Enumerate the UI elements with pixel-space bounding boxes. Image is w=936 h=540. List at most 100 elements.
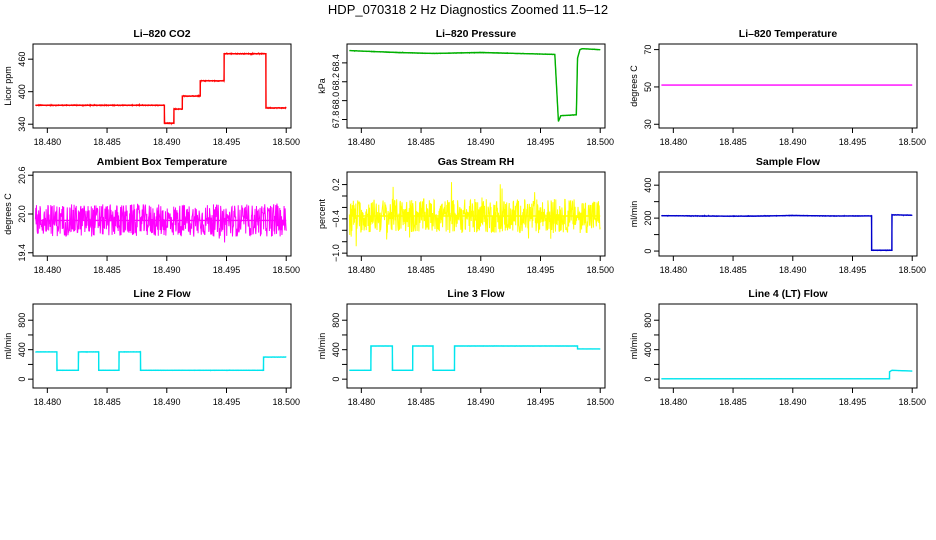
x-tick-label: 18.500 xyxy=(898,265,926,275)
x-tick-label: 18.480 xyxy=(348,397,376,407)
y-tick-label: 0 xyxy=(17,377,27,382)
panel-title: Gas Stream RH xyxy=(438,156,514,168)
y-tick-label: 68.2 xyxy=(331,73,341,91)
x-tick-label: 18.495 xyxy=(527,265,555,275)
y-tick-label: 400 xyxy=(17,84,27,99)
y-tick-label: 200 xyxy=(643,211,653,226)
x-tick-label: 18.485 xyxy=(719,265,747,275)
x-tick-label: 18.485 xyxy=(407,397,435,407)
x-tick-label: 18.490 xyxy=(467,397,495,407)
y-axis-label: ml/min xyxy=(629,333,639,360)
panel-9: Line 4 (LT) Flow 18.480 18.485 18.490 18.495… xyxy=(629,288,926,407)
panel-title: Ambient Box Temperature xyxy=(97,156,228,168)
y-tick-label: 20.6 xyxy=(17,166,27,184)
series-noise xyxy=(661,369,913,380)
panel-title: Li–820 Pressure xyxy=(436,28,517,40)
y-tick-label: 68.4 xyxy=(331,54,341,72)
x-tick-label: 18.495 xyxy=(527,397,555,407)
series-noise xyxy=(348,182,601,247)
y-tick-label: 400 xyxy=(17,342,27,357)
panel-title: Li–820 CO2 xyxy=(133,28,190,40)
y-tick-label: 400 xyxy=(643,178,653,193)
x-tick-label: 18.490 xyxy=(779,397,807,407)
series-noise xyxy=(349,47,601,123)
x-tick-label: 18.500 xyxy=(272,137,300,147)
panel-title: Line 2 Flow xyxy=(133,288,191,300)
x-tick-label: 18.495 xyxy=(213,265,241,275)
panel-5: Gas Stream RH 18.480 18.485 18.490 18.495 18.… xyxy=(317,156,614,275)
x-tick-label: 18.490 xyxy=(779,137,807,147)
x-tick-label: 18.495 xyxy=(839,397,867,407)
x-tick-label: 18.485 xyxy=(93,137,121,147)
x-tick-label: 18.490 xyxy=(467,265,495,275)
series-noise xyxy=(349,345,601,372)
x-tick-label: 18.495 xyxy=(839,137,867,147)
y-tick-label: 67.8 xyxy=(331,111,341,129)
series-line xyxy=(35,53,287,124)
x-tick-label: 18.485 xyxy=(407,137,435,147)
y-axis-label: degrees C xyxy=(629,65,639,107)
x-tick-label: 18.485 xyxy=(93,265,121,275)
plot-frame xyxy=(346,303,606,389)
x-tick-label: 18.485 xyxy=(719,397,747,407)
x-tick-label: 18.500 xyxy=(898,397,926,407)
panel-8: Line 3 Flow 18.480 18.485 18.490 18.495 18.50… xyxy=(317,288,614,407)
y-tick-label: 460 xyxy=(17,52,27,67)
plot-frame xyxy=(658,43,918,129)
x-tick-label: 18.480 xyxy=(660,397,688,407)
x-tick-label: 18.500 xyxy=(272,265,300,275)
panel-4: Ambient Box Temperature 18.480 18.485 18.49… xyxy=(3,156,300,275)
y-tick-label: 800 xyxy=(17,313,27,328)
y-tick-label: 19.4 xyxy=(17,244,27,262)
x-tick-label: 18.480 xyxy=(660,137,688,147)
x-tick-label: 18.490 xyxy=(779,265,807,275)
y-axis-label: Licor ppm xyxy=(3,66,13,106)
panel-1: Li–820 CO2 18.480 18.485 18.490 18.495 18.500… xyxy=(3,28,300,147)
y-tick-label: 0 xyxy=(643,249,653,254)
y-tick-label: 68.0 xyxy=(331,92,341,110)
x-tick-label: 18.500 xyxy=(586,137,614,147)
series-line xyxy=(661,214,913,251)
y-axis-label: kPa xyxy=(317,78,327,94)
y-tick-label: 0 xyxy=(643,377,653,382)
panel-title: Line 4 (LT) Flow xyxy=(748,288,828,300)
series-noise xyxy=(34,203,287,243)
series-line xyxy=(349,48,601,122)
y-axis-label: ml/min xyxy=(317,333,327,360)
x-tick-label: 18.490 xyxy=(467,137,495,147)
panel-3: Li–820 Temperature 18.480 18.485 18.490 18.4… xyxy=(629,28,926,147)
y-tick-label: 0 xyxy=(331,377,341,382)
y-tick-label: 800 xyxy=(331,313,341,328)
x-tick-label: 18.480 xyxy=(348,265,376,275)
y-tick-label: 20.0 xyxy=(17,205,27,223)
x-tick-label: 18.480 xyxy=(660,265,688,275)
panel-title: Line 3 Flow xyxy=(447,288,505,300)
series-noise xyxy=(35,51,287,126)
figure-title: HDP_070318 2 Hz Diagnostics Zoomed 11.5–… xyxy=(328,2,608,17)
plot-frame xyxy=(658,171,918,257)
y-tick-label: 0.2 xyxy=(331,178,341,191)
y-axis-label: degrees C xyxy=(3,193,13,235)
x-tick-label: 18.500 xyxy=(586,265,614,275)
series-line xyxy=(35,351,287,372)
panel-title: Sample Flow xyxy=(756,156,821,168)
x-tick-label: 18.480 xyxy=(34,397,62,407)
plot-frame xyxy=(32,43,292,129)
x-tick-label: 18.500 xyxy=(586,397,614,407)
y-tick-label: 400 xyxy=(643,342,653,357)
x-tick-label: 18.495 xyxy=(213,137,241,147)
x-tick-label: 18.485 xyxy=(719,137,747,147)
series-noise xyxy=(661,213,913,252)
panel-6: Sample Flow 18.480 18.485 18.490 18.495 18.50… xyxy=(629,156,926,275)
y-tick-label: −0.4 xyxy=(331,210,341,228)
panel-7: Line 2 Flow 18.480 18.485 18.490 18.495 18.50… xyxy=(3,288,300,407)
x-tick-label: 18.495 xyxy=(839,265,867,275)
series-line xyxy=(349,345,601,372)
x-tick-label: 18.500 xyxy=(898,137,926,147)
y-tick-label: 800 xyxy=(643,313,653,328)
y-axis-label: ml/min xyxy=(3,333,13,360)
plot-frame xyxy=(346,43,606,129)
x-tick-label: 18.495 xyxy=(213,397,241,407)
x-tick-label: 18.485 xyxy=(93,397,121,407)
